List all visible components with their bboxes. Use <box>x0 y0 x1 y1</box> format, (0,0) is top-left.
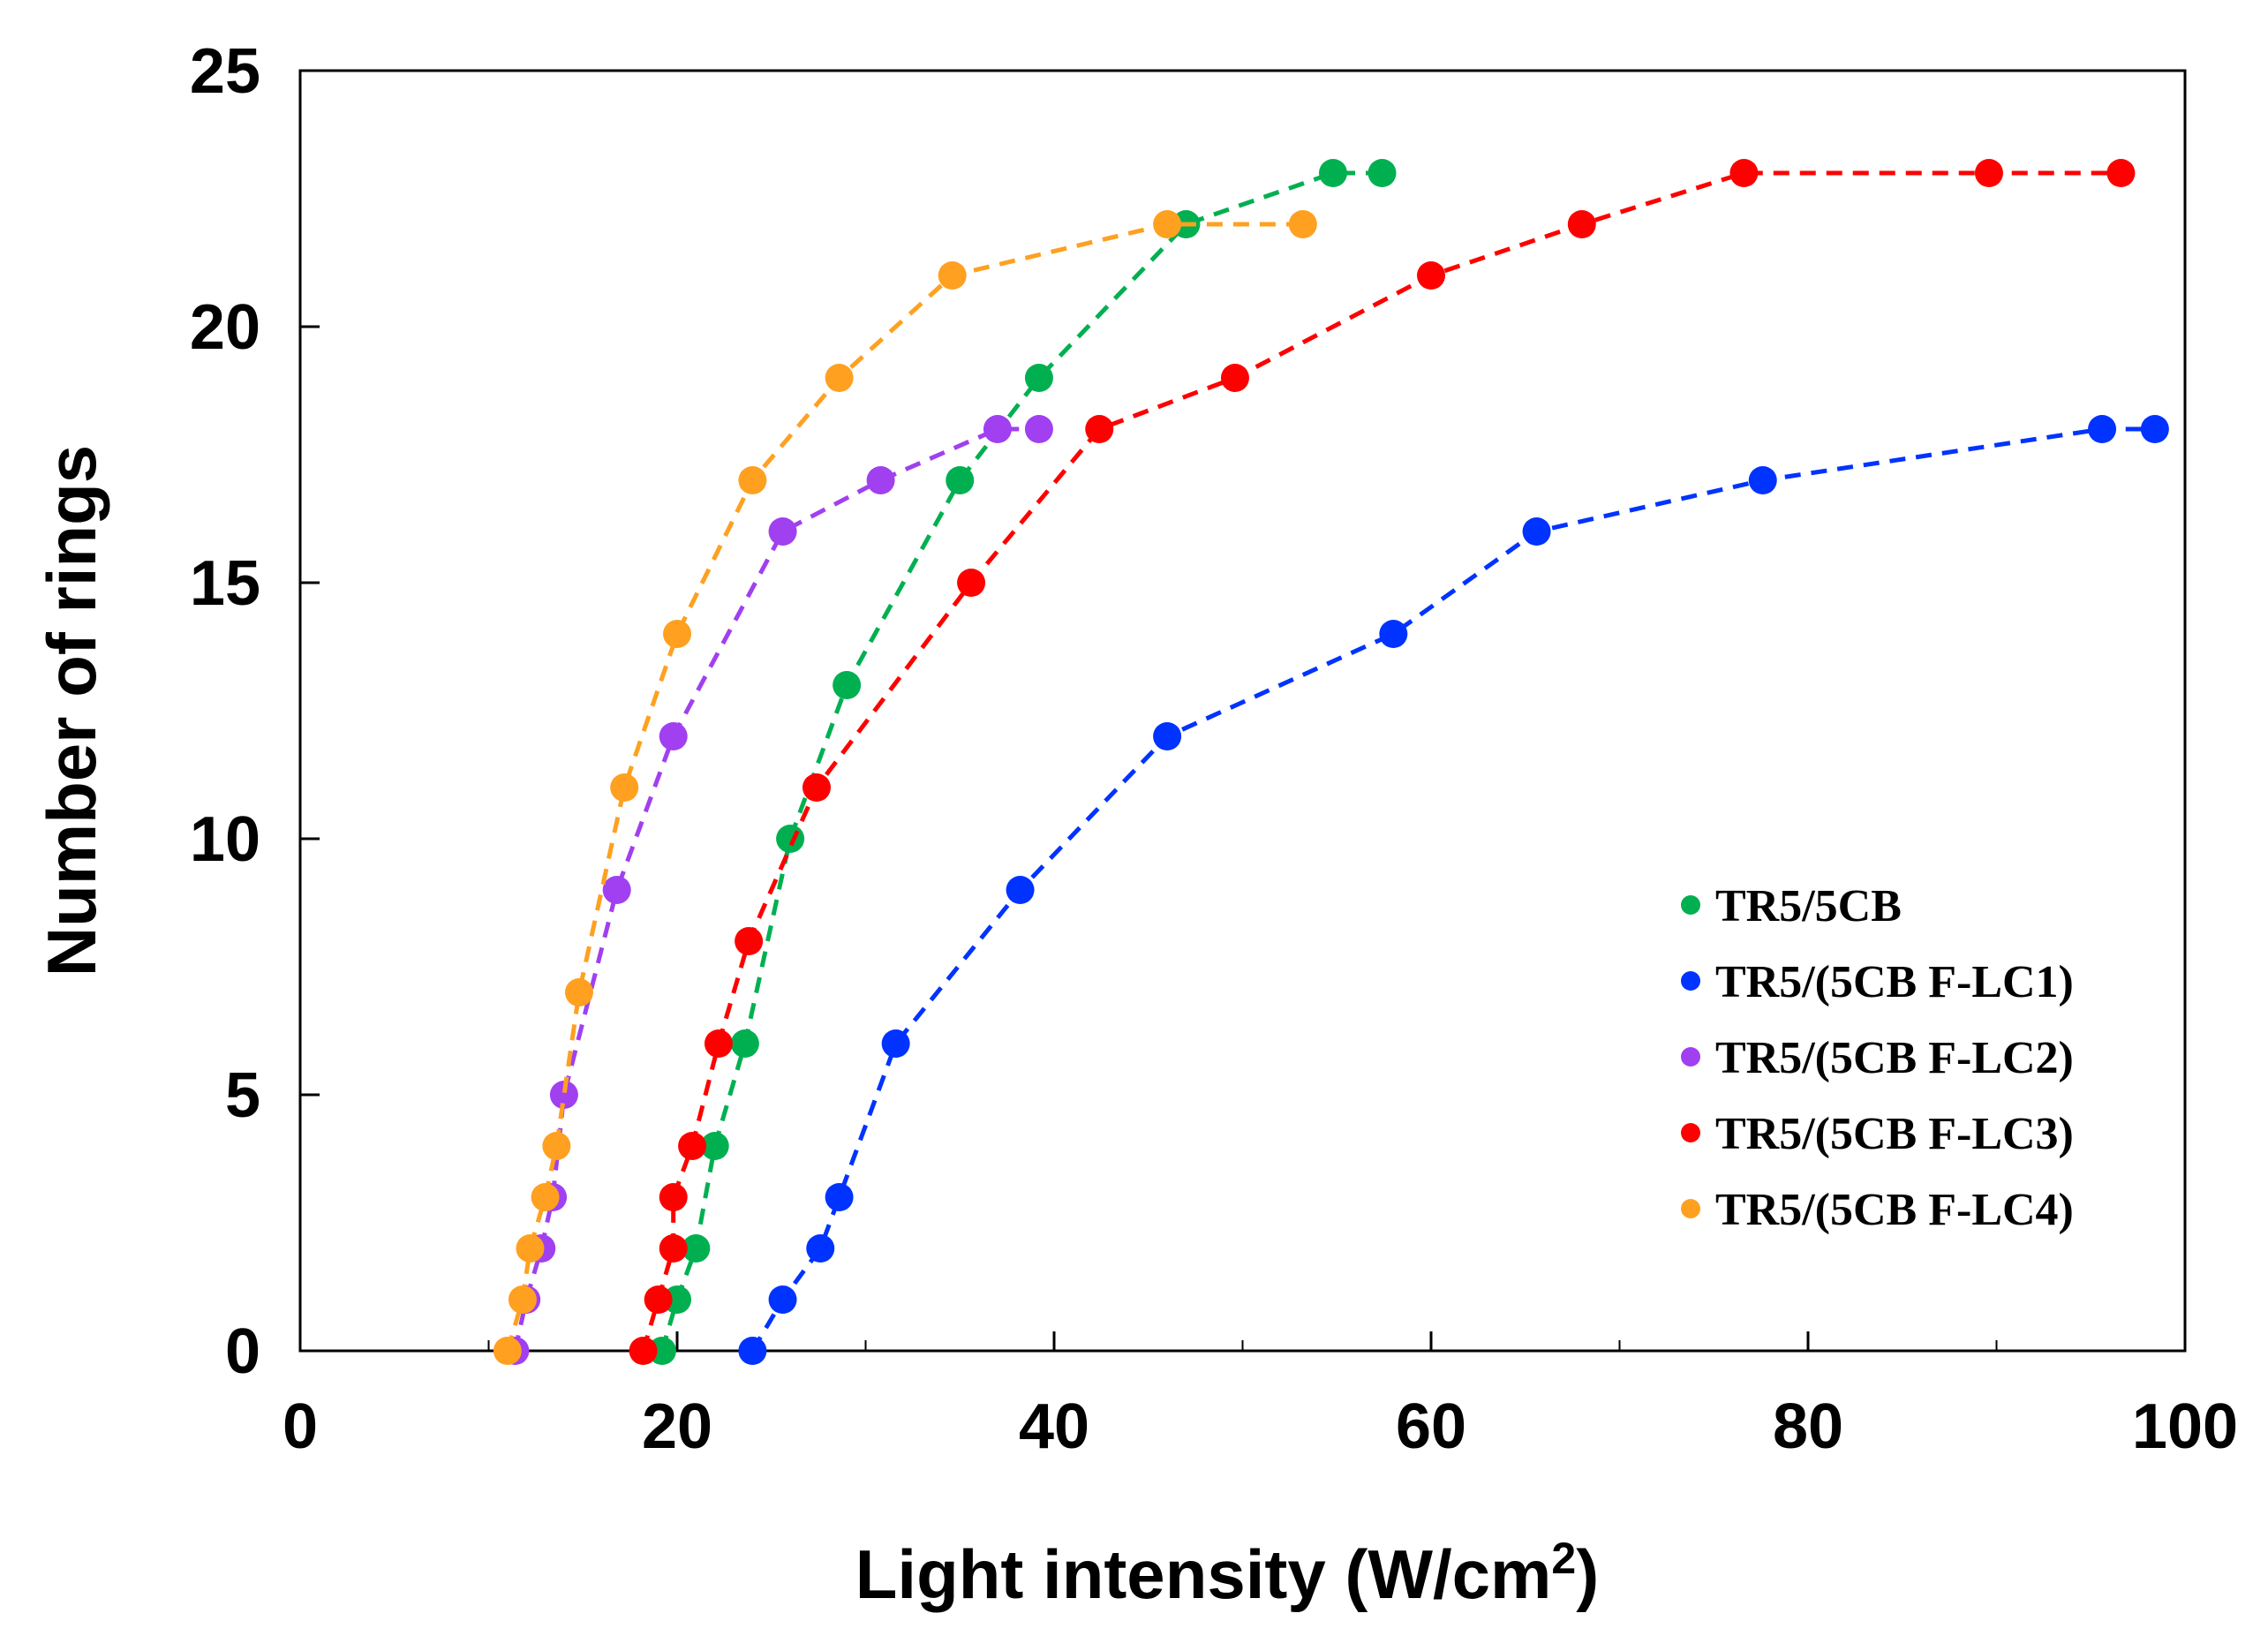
data-point <box>682 1234 711 1263</box>
data-point <box>564 978 593 1006</box>
legend-label: TR5/(5CB F-LC4) <box>1715 1185 2074 1235</box>
data-point <box>549 1081 578 1109</box>
data-point <box>659 1234 688 1263</box>
data-point <box>1379 620 1408 648</box>
data-point <box>2106 159 2136 187</box>
x-tick-label: 40 <box>1019 1391 1089 1462</box>
data-point <box>508 1285 537 1314</box>
axis-ticks: 0 20 40 60 80 100 0 5 10 15 20 25 <box>190 36 2238 1462</box>
legend-marker <box>1681 1123 1700 1142</box>
series-0 <box>647 159 1397 1365</box>
data-point <box>644 1285 673 1314</box>
data-point <box>1024 364 1053 392</box>
y-tick-label: 0 <box>225 1316 260 1387</box>
data-point <box>768 517 797 546</box>
data-point <box>1288 210 1317 238</box>
legend-marker <box>1681 1047 1700 1067</box>
data-point <box>946 466 975 494</box>
data-point <box>1748 466 1777 494</box>
x-axis-title-main: Light intensity (W/cm <box>855 1535 1552 1613</box>
legend-marker <box>1681 971 1700 991</box>
data-point <box>738 466 767 494</box>
y-tick-label: 20 <box>190 292 260 363</box>
x-axis-title: Light intensity (W/cm2) <box>855 1534 1599 1613</box>
legend-label: TR5/(5CB F-LC2) <box>1715 1033 2074 1083</box>
data-point <box>957 569 986 597</box>
data-point <box>730 1029 759 1058</box>
data-point <box>866 466 895 494</box>
data-point <box>776 825 805 853</box>
data-point <box>531 1183 560 1211</box>
series-line <box>512 426 1039 1352</box>
data-point <box>602 876 631 904</box>
series-1 <box>738 415 2169 1365</box>
y-tick-label: 25 <box>190 36 260 107</box>
data-point <box>2140 415 2169 443</box>
legend-label: TR5/(5CB F-LC3) <box>1715 1109 2074 1159</box>
x-tick-label: 0 <box>283 1391 318 1462</box>
data-point <box>825 1183 854 1211</box>
data-point <box>1567 210 1596 238</box>
data-point <box>768 1285 797 1314</box>
series-line <box>659 170 1383 1352</box>
y-axis-title: Number of rings <box>33 445 110 976</box>
data-point <box>516 1234 545 1263</box>
legend-marker <box>1681 895 1700 915</box>
series-line <box>641 170 2121 1352</box>
data-point <box>1006 876 1035 904</box>
y-tick-label: 5 <box>225 1060 260 1131</box>
data-point <box>659 722 688 750</box>
legend: TR5/5CB TR5/(5CB F-LC1) TR5/(5CB F-LC2) TR5… <box>1681 881 2074 1235</box>
legend-label: TR5/(5CB F-LC1) <box>1715 957 2074 1007</box>
data-point <box>659 1183 688 1211</box>
x-tick-label: 20 <box>642 1391 712 1462</box>
x-tick-label: 60 <box>1396 1391 1466 1462</box>
data-point <box>610 773 639 802</box>
data-point <box>1974 159 2003 187</box>
series-layer <box>493 159 2169 1365</box>
data-point <box>735 927 764 955</box>
series-2 <box>501 415 1053 1365</box>
series-4 <box>493 210 1317 1365</box>
data-point <box>1417 261 1445 290</box>
data-point <box>2088 415 2117 443</box>
data-point <box>938 261 967 290</box>
data-point <box>1153 210 1182 238</box>
data-point <box>1318 159 1347 187</box>
data-point <box>802 773 831 802</box>
data-point <box>1368 159 1397 187</box>
data-point <box>1085 415 1114 443</box>
data-point <box>806 1234 835 1263</box>
x-axis-title-superscript: 2 <box>1551 1534 1576 1583</box>
data-point <box>738 1337 767 1365</box>
data-point <box>1729 159 1759 187</box>
legend-label: TR5/5CB <box>1715 881 1902 931</box>
data-point <box>542 1132 571 1160</box>
data-point <box>825 364 854 392</box>
data-point <box>881 1029 910 1058</box>
data-point <box>983 415 1012 443</box>
data-point <box>663 620 691 648</box>
data-point <box>833 671 862 699</box>
y-tick-label: 10 <box>190 804 260 875</box>
legend-marker <box>1681 1199 1700 1218</box>
x-tick-label: 80 <box>1773 1391 1843 1462</box>
series-3 <box>629 159 2136 1365</box>
data-point <box>1153 722 1182 750</box>
data-point <box>704 1029 733 1058</box>
data-point <box>1220 364 1249 392</box>
data-point <box>493 1337 522 1365</box>
data-point <box>1522 517 1551 546</box>
y-tick-label: 15 <box>190 548 260 619</box>
x-axis-title-suffix: ) <box>1576 1535 1599 1613</box>
data-point <box>700 1132 729 1160</box>
data-point <box>678 1132 707 1160</box>
x-tick-label: 100 <box>2132 1391 2238 1462</box>
data-point <box>629 1337 658 1365</box>
data-point <box>1024 415 1053 443</box>
